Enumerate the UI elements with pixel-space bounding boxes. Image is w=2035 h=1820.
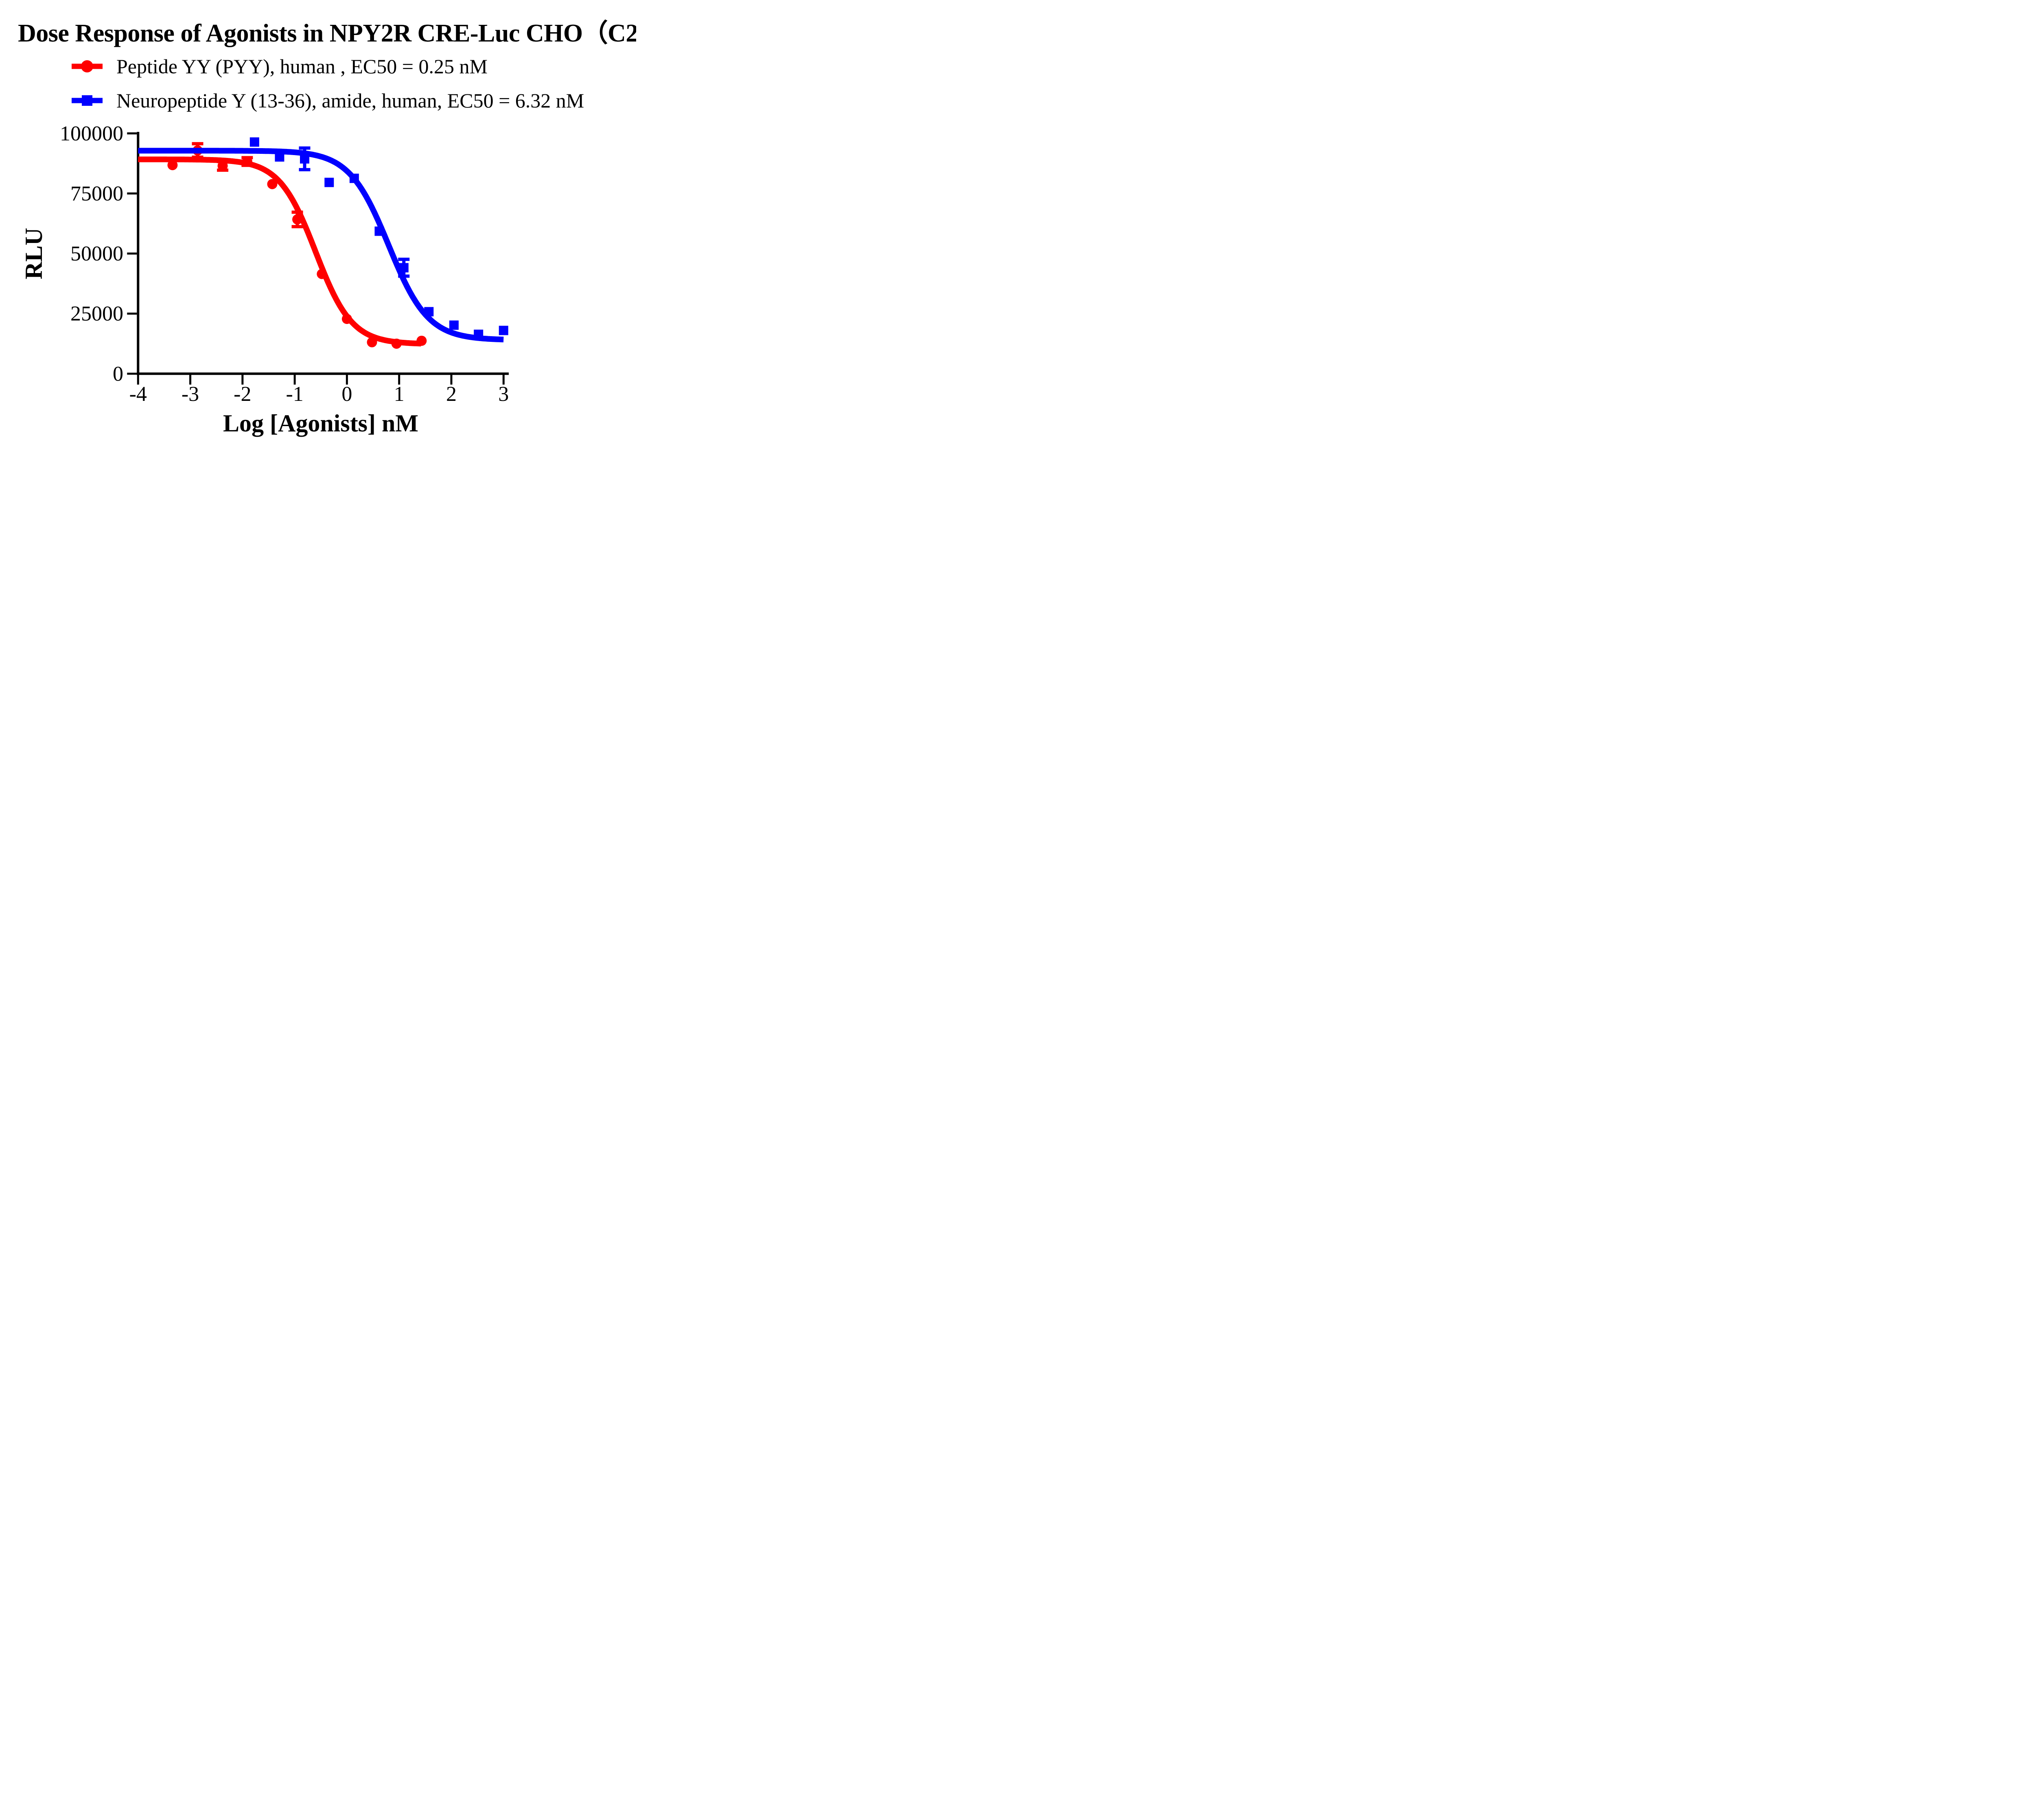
x-tick-label-5: 1 [394,383,405,406]
series-2 [136,137,508,343]
chart-canvas: Dose Response of Agonists in NPY2R CRE-L… [0,0,636,455]
legend-item-1: Peptide YY (PYY), human , EC50 = 0.25 nM [71,52,584,81]
data-point-2-3 [324,177,334,187]
data-point-1-6 [317,269,327,279]
x-tick-label-1: -3 [182,383,199,406]
fit-curve-2 [136,148,505,343]
y-tick-label-3: 75000 [70,182,123,205]
chart-title: Dose Response of Agonists in NPY2R CRE-L… [18,20,636,47]
x-axis-title: Log [Agonists] nM [223,410,418,437]
data-point-2-5 [374,226,384,236]
data-point-1-3 [242,156,252,167]
data-point-1-9 [391,338,402,349]
data-point-1-5 [292,214,303,225]
legend: Peptide YY (PYY), human , EC50 = 0.25 nM… [71,52,584,120]
x-tick-label-6: 2 [446,383,457,406]
legend-label-1: Peptide YY (PYY), human , EC50 = 0.25 nM [116,55,488,78]
x-tick-label-7: 3 [498,383,509,406]
data-point-2-4 [349,173,359,183]
series-1 [136,142,427,349]
data-point-1-10 [416,335,427,346]
data-point-2-7 [424,307,434,317]
data-point-2-10 [499,326,508,335]
x-tick-label-2: -2 [234,383,251,406]
data-point-2-9 [474,329,484,339]
data-point-1-4 [267,179,278,189]
fit-curve-1 [136,156,423,347]
x-tick-label-3: -1 [286,383,303,406]
data-point-2-2 [300,154,309,164]
y-tick-label-2: 50000 [70,242,123,265]
legend-square-marker-icon [72,95,103,106]
data-point-1-0 [167,160,178,171]
legend-circle-marker-icon [72,60,103,72]
data-point-2-6 [399,263,409,273]
data-point-2-1 [275,152,284,162]
y-tick-label-4: 100000 [60,122,123,145]
x-tick-label-4: 0 [341,383,352,406]
y-tick-label-1: 25000 [70,302,123,326]
legend-label-2: Neuropeptide Y (13-36), amide, human, EC… [116,89,584,112]
plot-area: 0 25000 50000 75000 100000 -4 -3 -2 -1 0 1 2 3 RLU Log… [20,122,509,437]
data-point-1-8 [367,337,377,348]
legend-item-2: Neuropeptide Y (13-36), amide, human, EC… [71,86,584,115]
data-point-1-7 [341,314,352,324]
data-point-2-8 [449,320,459,330]
y-axis-title: RLU [20,228,47,280]
y-tick-label-0: 0 [113,362,123,385]
data-point-2-0 [249,137,259,147]
data-point-1-2 [217,160,228,171]
x-tick-label-0: -4 [129,383,147,406]
